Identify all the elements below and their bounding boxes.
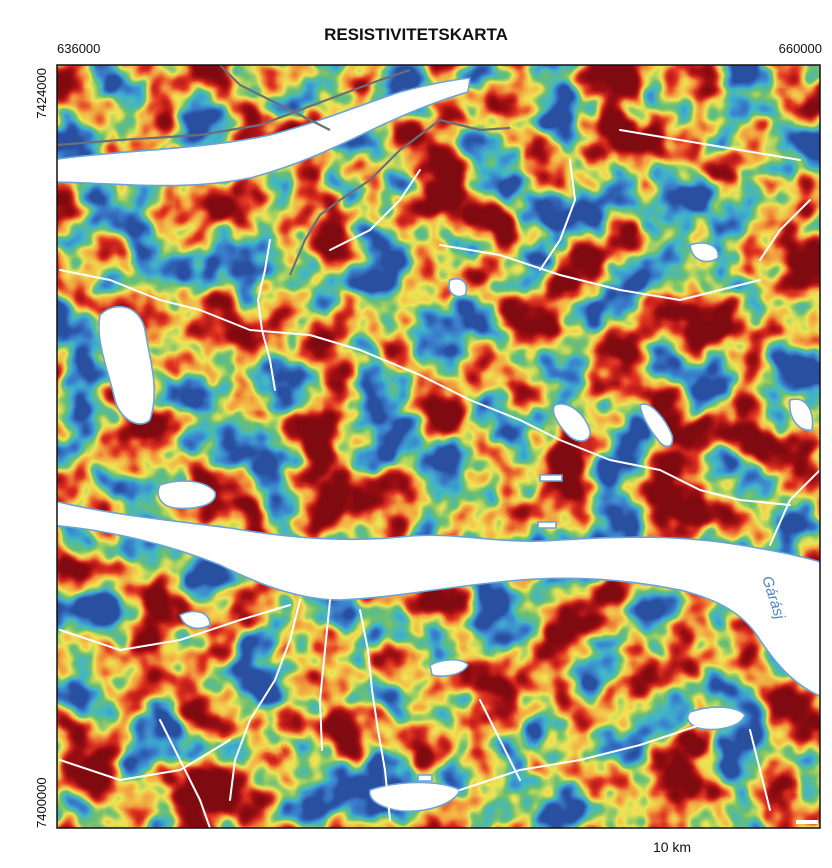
map-figure: RESISTIVITETSKARTA 636000 660000 7424000… <box>0 0 832 863</box>
y-coordinate-label: 7424000 <box>34 68 49 119</box>
x-coordinate-label: 660000 <box>779 41 822 56</box>
y-coordinate-label: 7400000 <box>34 777 49 828</box>
scale-label: 10 km <box>653 839 691 855</box>
map-area <box>50 65 830 828</box>
scale-bar <box>796 820 818 824</box>
page: RESISTIVITETSKARTA 636000 660000 7424000… <box>0 0 832 863</box>
map-title: RESISTIVITETSKARTA <box>324 25 508 44</box>
x-coordinate-label: 636000 <box>57 41 100 56</box>
